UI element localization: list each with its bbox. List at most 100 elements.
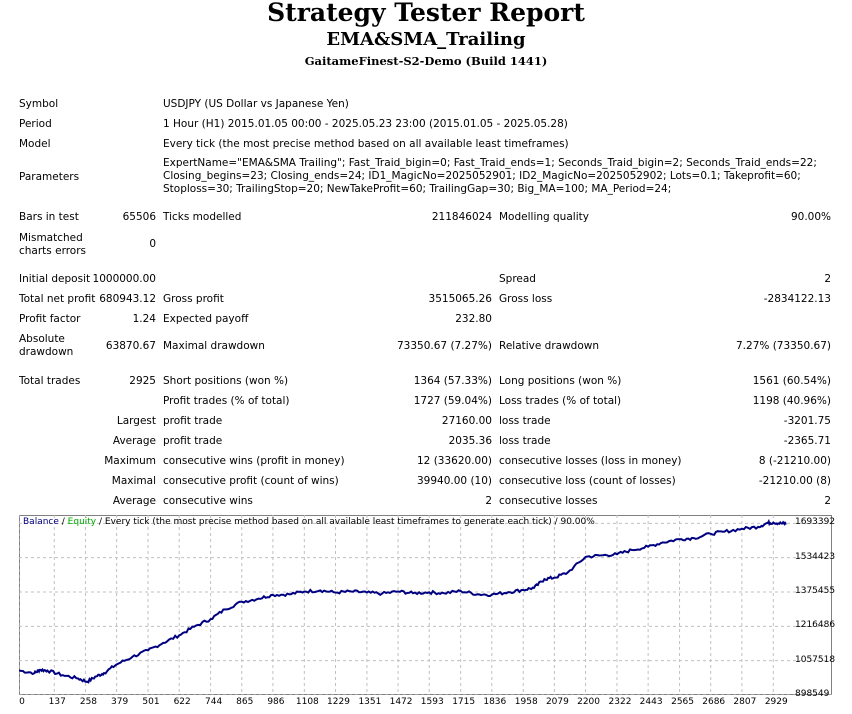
maximal-label: Maximal xyxy=(111,475,156,487)
largest-loss-label: loss trade xyxy=(499,415,551,427)
abs-drawdown-label-2: drawdown xyxy=(19,346,74,358)
max-drawdown-label: Maximal drawdown xyxy=(163,340,265,352)
chart-legend: Balance / Equity / Every tick (the most … xyxy=(23,517,595,527)
max-losses-label: consecutive losses (loss in money) xyxy=(499,455,682,467)
period-value: 1 Hour (H1) 2015.01.05 00:00 - 2025.05.2… xyxy=(163,118,568,130)
x-tick-label: 258 xyxy=(79,697,98,707)
max-losses-value: 8 (-21210.00) xyxy=(758,455,831,467)
y-tick-label: 1693392 xyxy=(795,517,836,528)
expert-name: EMA&SMA_Trailing xyxy=(326,29,526,50)
x-tick-label: 865 xyxy=(236,697,254,707)
abs-drawdown-value: 63870.67 xyxy=(105,340,156,352)
avg-losses-label: consecutive losses xyxy=(499,495,598,507)
gross-profit-value: 3515065.26 xyxy=(428,293,492,305)
x-tick-label: 1229 xyxy=(327,697,350,707)
gross-profit-label: Gross profit xyxy=(163,293,224,305)
x-tick-label: 2565 xyxy=(671,697,694,707)
period-label: Period xyxy=(19,118,52,130)
long-positions-label: Long positions (won %) xyxy=(499,375,622,387)
deposit-value: 1000000.00 xyxy=(92,273,156,285)
rel-drawdown-value: 7.27% (73350.67) xyxy=(736,340,831,352)
balance-line xyxy=(19,518,787,684)
loss-trades-value: 1198 (40.96%) xyxy=(752,395,831,407)
mismatch-label-1: Mismatched xyxy=(19,232,83,244)
chart-frame xyxy=(19,515,832,695)
ticks-value: 211846024 xyxy=(431,211,492,223)
x-tick-label: 1351 xyxy=(358,697,382,707)
x-tick-label: 2322 xyxy=(608,697,632,707)
y-tick-label: 1216486 xyxy=(795,620,836,631)
short-positions-label: Short positions (won %) xyxy=(163,375,289,387)
expected-payoff-label: Expected payoff xyxy=(163,313,249,325)
rel-drawdown-label: Relative drawdown xyxy=(499,340,600,352)
quality-label: Modelling quality xyxy=(499,211,589,223)
x-tick-label: 1472 xyxy=(389,697,413,707)
max-wins-label: consecutive wins (profit in money) xyxy=(163,455,345,467)
x-tick-label: 137 xyxy=(48,697,66,707)
x-tick-label: 986 xyxy=(267,697,285,707)
deposit-label: Initial deposit xyxy=(19,273,91,285)
avg-wins-label: consecutive wins xyxy=(163,495,253,507)
profit-trades-value: 1727 (59.04%) xyxy=(413,395,492,407)
gross-loss-value: -2834122.13 xyxy=(763,293,831,305)
x-tick-label: 2443 xyxy=(639,697,663,707)
x-tick-label: 2686 xyxy=(702,697,726,707)
x-tick-label: 2807 xyxy=(733,697,757,707)
x-tick-label: 1958 xyxy=(514,697,538,707)
total-trades-label: Total trades xyxy=(19,375,81,387)
x-tick-label: 622 xyxy=(173,697,191,707)
profit-trades-label: Profit trades (% of total) xyxy=(163,395,290,407)
largest-profit-label: profit trade xyxy=(163,415,223,427)
gross-loss-label: Gross loss xyxy=(499,293,553,305)
avg-profit-value: 2035.36 xyxy=(448,435,492,447)
avg-loss-value: -2365.71 xyxy=(783,435,831,447)
abs-drawdown-label-1: Absolute xyxy=(19,333,65,345)
y-tick-label: 898549 xyxy=(795,689,830,699)
maximal-profit-label: consecutive profit (count of wins) xyxy=(163,475,339,487)
x-tick-label: 1108 xyxy=(295,697,319,707)
profit-factor-value: 1.24 xyxy=(132,313,156,325)
parameters-value: ExpertName="EMA&SMA Trailing"; Fast_Trai… xyxy=(163,157,817,195)
y-tick-label: 1534423 xyxy=(795,551,836,562)
net-profit-value: 680943.12 xyxy=(99,293,156,305)
max-wins-value: 12 (33620.00) xyxy=(417,455,492,467)
model-label: Model xyxy=(19,138,51,150)
bars-label: Bars in test xyxy=(19,211,79,223)
average2-label: Average xyxy=(112,495,156,507)
average-label: Average xyxy=(112,435,156,447)
max-drawdown-value: 73350.67 (7.27%) xyxy=(397,340,492,352)
total-trades-value: 2925 xyxy=(129,375,156,387)
y-tick-label: 1375455 xyxy=(795,586,836,596)
maximal-loss-value: -21210.00 (8) xyxy=(758,475,831,487)
avg-wins-value: 2 xyxy=(485,495,492,507)
maximum-label: Maximum xyxy=(104,455,156,467)
chart-grid xyxy=(19,515,832,695)
parameters-label: Parameters xyxy=(19,171,80,183)
x-tick-label: 744 xyxy=(205,697,223,707)
balance-chart xyxy=(19,515,832,695)
largest-label: Largest xyxy=(116,415,156,427)
x-tick-label: 2929 xyxy=(764,697,788,707)
avg-losses-value: 2 xyxy=(824,495,831,507)
x-tick-label: 1836 xyxy=(483,697,507,707)
ticks-label: Ticks modelled xyxy=(163,211,242,223)
avg-loss-label: loss trade xyxy=(499,435,551,447)
mismatch-label-2: charts errors xyxy=(19,245,86,257)
spread-label: Spread xyxy=(499,273,536,285)
model-value: Every tick (the most precise method base… xyxy=(163,138,569,150)
spread-value: 2 xyxy=(824,273,831,285)
x-tick-label: 1715 xyxy=(452,697,476,707)
profit-factor-label: Profit factor xyxy=(19,313,81,325)
legend-sep: / xyxy=(58,517,68,527)
x-tick-label: 0 xyxy=(19,697,25,707)
x-tick-label: 2200 xyxy=(577,697,600,707)
mismatch-value: 0 xyxy=(149,238,156,250)
expected-payoff-value: 232.80 xyxy=(455,313,492,325)
quality-value: 90.00% xyxy=(790,211,831,223)
x-tick-label: 501 xyxy=(142,697,160,707)
largest-loss-value: -3201.75 xyxy=(783,415,831,427)
legend-description: / Every tick (the most precise method ba… xyxy=(96,517,595,527)
bars-value: 65506 xyxy=(122,211,156,223)
x-tick-label: 2079 xyxy=(545,697,569,707)
short-positions-value: 1364 (57.33%) xyxy=(413,375,492,387)
